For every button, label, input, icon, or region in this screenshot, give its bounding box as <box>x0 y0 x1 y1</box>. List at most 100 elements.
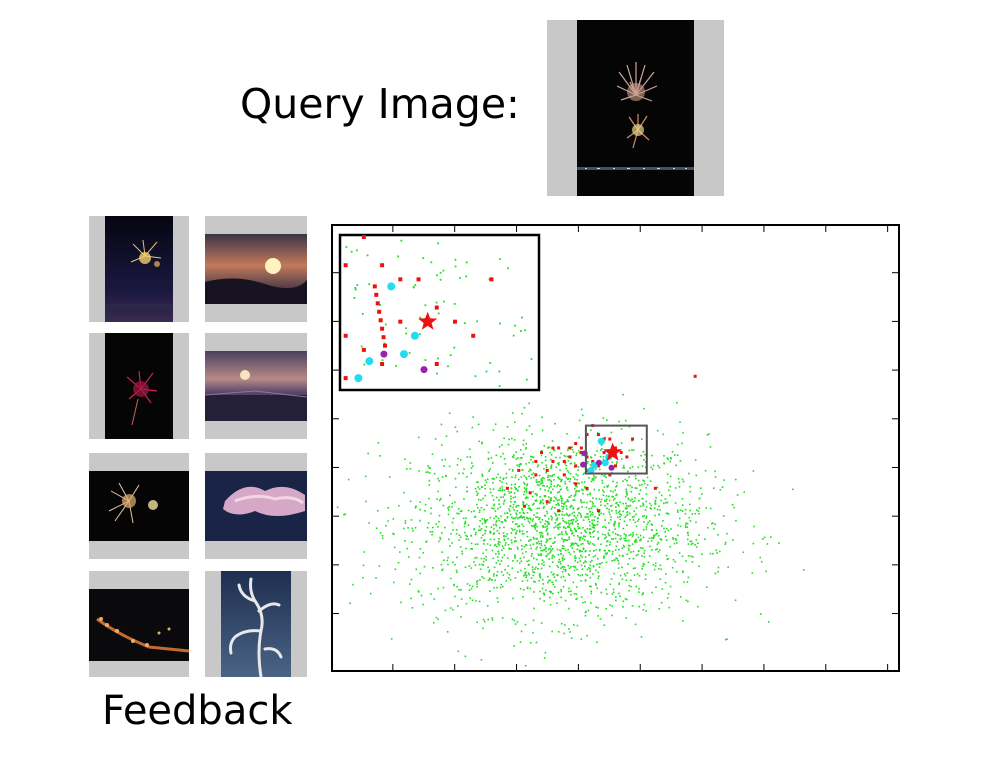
background-point <box>540 449 543 452</box>
background-point <box>634 521 637 524</box>
background-point <box>484 522 486 524</box>
background-point <box>519 457 522 459</box>
background-point <box>609 583 612 586</box>
background-point <box>466 583 469 585</box>
background-point <box>544 495 546 498</box>
background-point <box>602 458 605 461</box>
background-point <box>494 579 496 582</box>
background-point <box>522 444 525 446</box>
background-point <box>661 525 663 527</box>
background-point <box>630 585 632 588</box>
background-point <box>641 465 644 468</box>
background-point <box>735 519 737 522</box>
background-point <box>695 474 698 477</box>
background-point <box>465 602 468 605</box>
background-point <box>555 519 558 521</box>
background-point <box>550 464 553 467</box>
background-point <box>574 557 576 560</box>
background-point <box>507 577 510 579</box>
background-point <box>518 525 521 528</box>
background-point <box>538 507 541 510</box>
background-point <box>525 544 528 547</box>
background-point <box>552 583 555 586</box>
background-point <box>504 544 507 546</box>
background-point <box>550 453 553 456</box>
background-point <box>605 495 608 497</box>
background-point <box>586 489 589 491</box>
background-point <box>605 476 608 479</box>
background-point <box>691 561 694 563</box>
background-point <box>501 545 504 548</box>
background-point <box>666 481 669 484</box>
background-point <box>691 513 694 515</box>
background-point <box>586 493 589 496</box>
background-point <box>642 608 645 611</box>
background-point <box>526 483 529 485</box>
background-point <box>676 509 679 512</box>
background-point <box>489 532 492 534</box>
background-point <box>541 484 544 487</box>
background-point <box>586 568 589 571</box>
background-point <box>556 485 558 488</box>
background-point <box>499 476 502 479</box>
background-point <box>562 540 565 543</box>
background-point <box>523 491 526 493</box>
feedback-image-2 <box>205 216 307 322</box>
background-point <box>541 480 543 482</box>
background-point <box>573 569 576 572</box>
background-point <box>571 512 574 515</box>
background-point <box>525 489 528 492</box>
feedback-point <box>585 468 589 472</box>
background-point <box>547 553 549 555</box>
background-point <box>563 514 566 516</box>
background-point <box>726 532 728 535</box>
background-point <box>444 609 447 612</box>
background-point <box>572 482 575 484</box>
background-point <box>522 596 524 598</box>
background-point <box>559 522 561 525</box>
background-point <box>464 521 467 524</box>
background-point <box>534 568 536 570</box>
background-point <box>493 528 495 530</box>
background-point <box>399 551 401 553</box>
background-point <box>565 476 568 479</box>
background-point <box>546 521 549 523</box>
background-point <box>661 588 664 590</box>
background-point <box>669 460 672 463</box>
background-point <box>690 543 693 546</box>
background-point <box>470 548 472 550</box>
background-point <box>504 493 506 496</box>
background-point <box>448 538 450 541</box>
background-point <box>625 514 628 517</box>
background-point <box>599 563 602 565</box>
background-point <box>518 485 520 488</box>
background-point <box>553 586 556 588</box>
background-point <box>573 624 575 626</box>
background-point <box>651 468 654 471</box>
background-point <box>549 499 552 501</box>
background-point <box>568 567 571 570</box>
background-point <box>476 621 478 624</box>
background-point <box>493 478 495 480</box>
background-point <box>433 621 435 624</box>
background-point <box>654 514 656 517</box>
background-point <box>631 605 634 607</box>
background-point <box>614 559 616 561</box>
background-point <box>470 472 473 475</box>
background-point <box>499 563 501 565</box>
background-point <box>628 476 630 478</box>
background-point <box>436 498 438 500</box>
background-point <box>459 459 462 461</box>
background-point <box>595 584 597 586</box>
background-point <box>508 508 510 510</box>
background-point <box>545 555 548 558</box>
background-point <box>518 531 521 533</box>
background-point <box>533 524 536 527</box>
background-point <box>628 498 630 501</box>
feedback-point <box>653 486 657 490</box>
background-point <box>676 401 678 404</box>
background-point <box>528 402 531 405</box>
background-point <box>617 511 620 514</box>
background-point <box>579 537 581 540</box>
background-point <box>642 503 645 506</box>
